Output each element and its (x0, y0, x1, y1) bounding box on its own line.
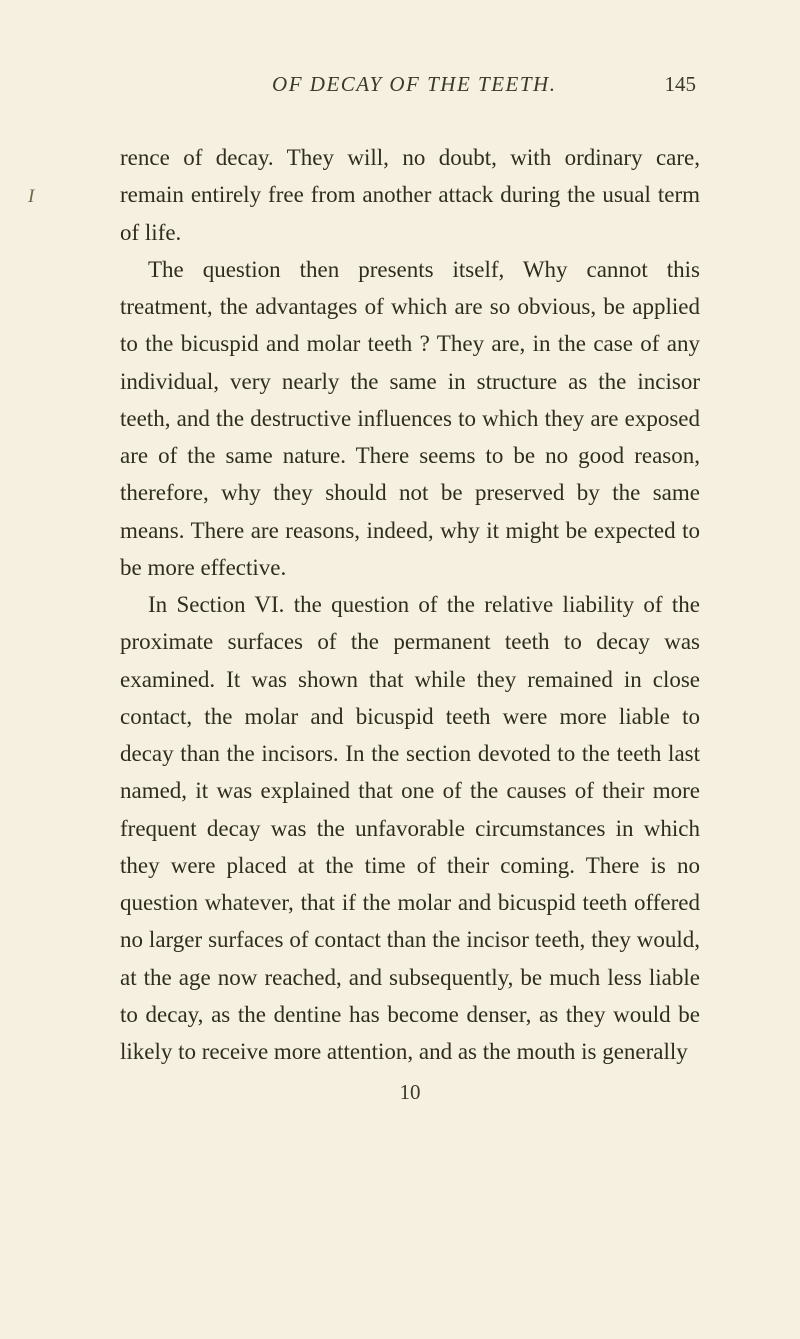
paragraph-1: rence of decay. They will, no doubt, wit… (120, 139, 700, 251)
paragraph-2: The question then presents itself, Why c… (120, 251, 700, 586)
margin-mark: I (28, 186, 34, 208)
signature-number: 10 (120, 1080, 700, 1105)
page-number: 145 (665, 72, 697, 97)
page-container: OF DECAY OF THE TEETH. 145 rence of deca… (0, 0, 800, 1339)
running-head-title: OF DECAY OF THE TEETH. (164, 72, 665, 97)
paragraph-3: In Section VI. the question of the relat… (120, 586, 700, 1070)
page-header: OF DECAY OF THE TEETH. 145 (120, 72, 700, 97)
body-text: rence of decay. They will, no doubt, wit… (120, 139, 700, 1070)
